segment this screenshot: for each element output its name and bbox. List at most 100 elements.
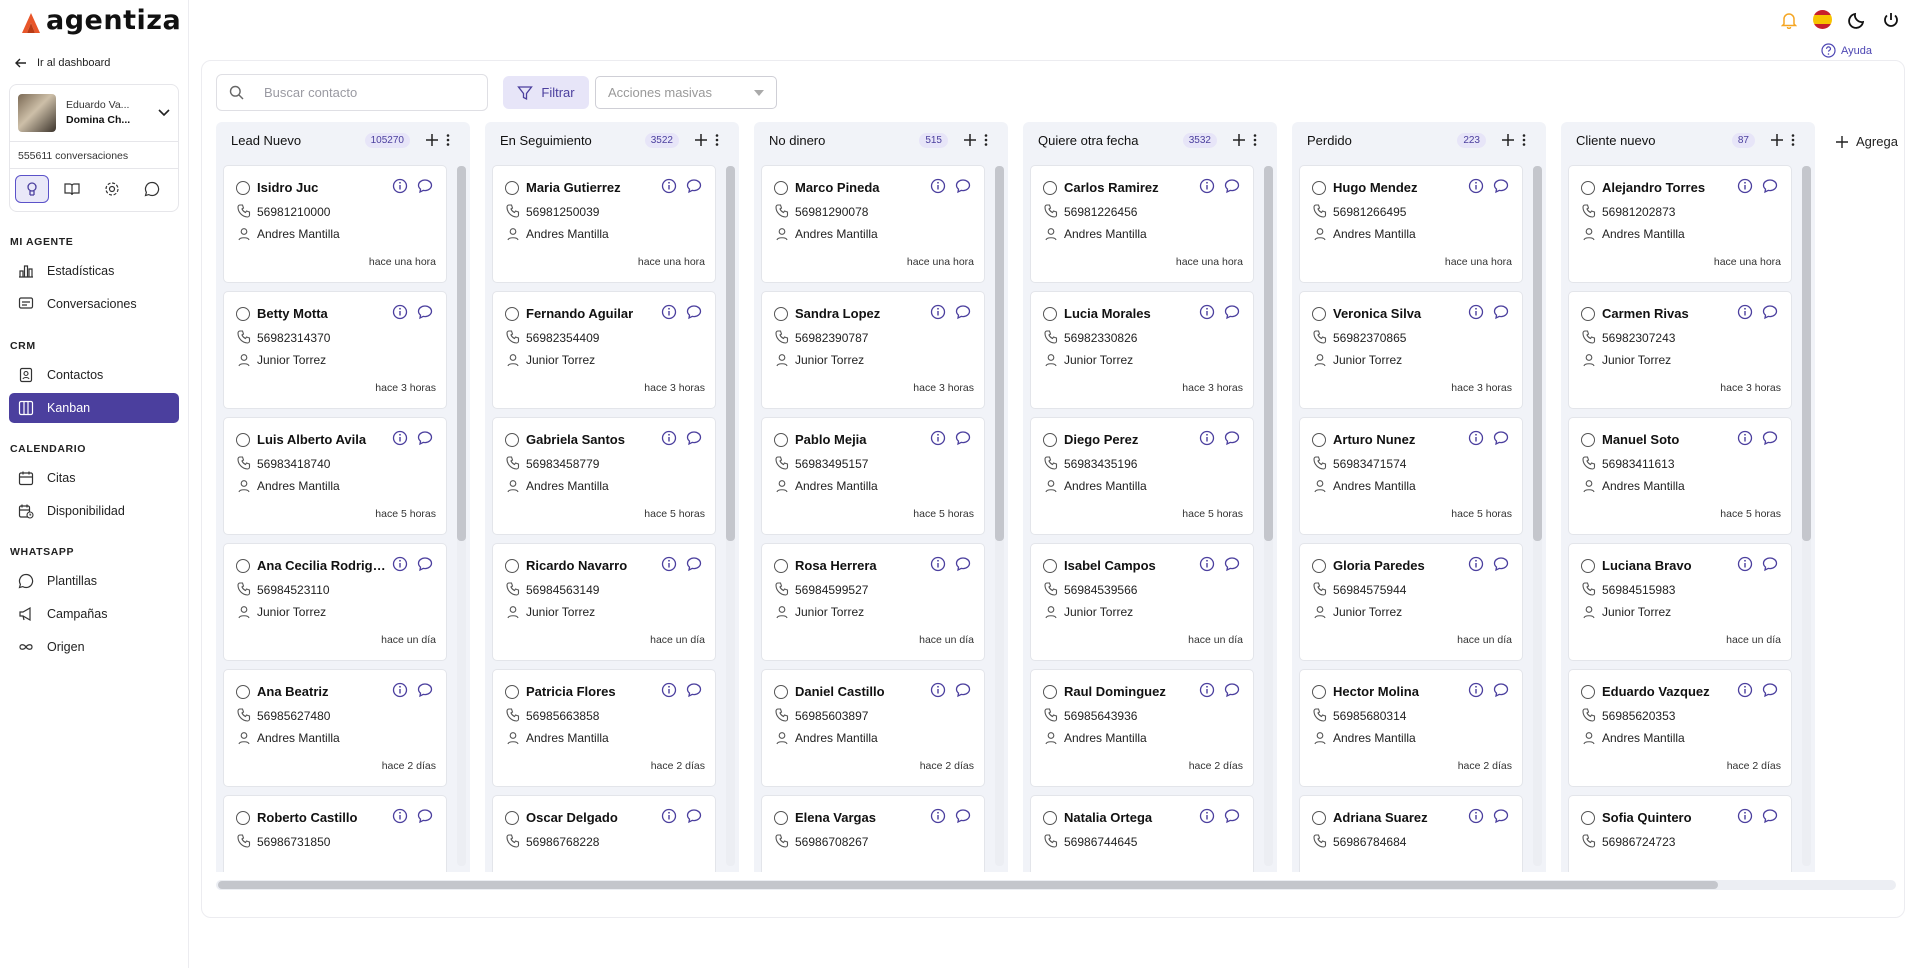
nav-campanas[interactable]: Campañas — [9, 599, 179, 629]
add-card-plus-icon[interactable] — [1233, 134, 1247, 146]
chat-icon[interactable] — [417, 808, 433, 824]
contact-card[interactable]: Patricia Flores 56985663858 Andres Mantill… — [492, 669, 716, 787]
add-card-plus-icon[interactable] — [1502, 134, 1516, 146]
chat-icon[interactable] — [1224, 808, 1240, 824]
chat-icon[interactable] — [1493, 682, 1509, 698]
info-icon[interactable] — [1199, 682, 1215, 698]
card-select-radio[interactable] — [1043, 811, 1057, 825]
chat-icon[interactable] — [417, 178, 433, 194]
card-select-radio[interactable] — [774, 811, 788, 825]
info-icon[interactable] — [661, 304, 677, 320]
contact-card[interactable]: Rosa Herrera 56984599527 Junior Torrez hace… — [761, 543, 985, 661]
search-box[interactable] — [216, 74, 488, 111]
card-select-radio[interactable] — [236, 433, 250, 447]
info-icon[interactable] — [1737, 556, 1753, 572]
card-select-radio[interactable] — [774, 559, 788, 573]
column-menu-icon[interactable] — [446, 133, 460, 147]
column-scrollbar[interactable] — [1802, 166, 1811, 866]
moon-icon[interactable] — [1848, 11, 1866, 29]
contact-card[interactable]: Marco Pineda 56981290078 Andres Mantilla ha… — [761, 165, 985, 283]
column-menu-icon[interactable] — [1522, 133, 1536, 147]
column-scrollbar-thumb[interactable] — [995, 166, 1004, 541]
card-select-radio[interactable] — [774, 433, 788, 447]
card-select-radio[interactable] — [505, 811, 519, 825]
chat-icon[interactable] — [1224, 178, 1240, 194]
info-icon[interactable] — [930, 556, 946, 572]
contact-card[interactable]: Pablo Mejia 56983495157 Andres Mantilla hac… — [761, 417, 985, 535]
info-icon[interactable] — [1199, 178, 1215, 194]
card-select-radio[interactable] — [505, 685, 519, 699]
chat-icon[interactable] — [417, 304, 433, 320]
info-icon[interactable] — [1737, 178, 1753, 194]
info-icon[interactable] — [1199, 556, 1215, 572]
chat-icon[interactable] — [1762, 682, 1778, 698]
chat-icon[interactable] — [1762, 430, 1778, 446]
contact-card[interactable]: Gloria Paredes 56984575944 Junior Torrez ha… — [1299, 543, 1523, 661]
column-scrollbar-thumb[interactable] — [1802, 166, 1811, 541]
info-icon[interactable] — [1737, 304, 1753, 320]
nav-origen[interactable]: Origen — [9, 632, 179, 662]
contact-card[interactable]: Elena Vargas 56986708267 — [761, 795, 985, 872]
contact-card[interactable]: Hector Molina 56985680314 Andres Mantilla h… — [1299, 669, 1523, 787]
card-select-radio[interactable] — [236, 685, 250, 699]
info-icon[interactable] — [661, 430, 677, 446]
info-icon[interactable] — [392, 808, 408, 824]
contact-card[interactable]: Roberto Castillo 56986731850 — [223, 795, 447, 872]
chat-icon[interactable] — [1762, 178, 1778, 194]
card-select-radio[interactable] — [1312, 559, 1326, 573]
chevron-down-icon[interactable] — [158, 109, 170, 117]
chat-icon[interactable] — [686, 682, 702, 698]
contact-card[interactable]: Carlos Ramirez 56981226456 Andres Mantilla… — [1030, 165, 1254, 283]
contact-card[interactable]: Ana Beatriz 56985627480 Andres Mantilla hac… — [223, 669, 447, 787]
nav-contactos[interactable]: Contactos — [9, 360, 179, 390]
info-icon[interactable] — [1199, 304, 1215, 320]
card-select-radio[interactable] — [1312, 181, 1326, 195]
card-select-radio[interactable] — [236, 559, 250, 573]
contact-card[interactable]: Alejandro Torres 56981202873 Andres Mantil… — [1568, 165, 1792, 283]
card-select-radio[interactable] — [505, 307, 519, 321]
column-menu-icon[interactable] — [1791, 133, 1805, 147]
chat-icon[interactable] — [955, 304, 971, 320]
info-icon[interactable] — [930, 808, 946, 824]
chat-icon[interactable] — [955, 430, 971, 446]
contact-card[interactable]: Arturo Nunez 56983471574 Andres Mantilla ha… — [1299, 417, 1523, 535]
info-icon[interactable] — [1468, 304, 1484, 320]
card-select-radio[interactable] — [505, 433, 519, 447]
chat-icon[interactable] — [1762, 304, 1778, 320]
info-icon[interactable] — [930, 430, 946, 446]
card-select-radio[interactable] — [1581, 307, 1595, 321]
info-icon[interactable] — [1468, 682, 1484, 698]
back-to-dashboard-link[interactable]: Ir al dashboard — [15, 57, 110, 69]
chat-icon[interactable] — [955, 808, 971, 824]
card-select-radio[interactable] — [1581, 559, 1595, 573]
column-menu-icon[interactable] — [984, 133, 998, 147]
contact-card[interactable]: Luis Alberto Avila 56983418740 Andres Mant… — [223, 417, 447, 535]
card-select-radio[interactable] — [505, 559, 519, 573]
info-icon[interactable] — [661, 556, 677, 572]
power-icon[interactable] — [1882, 11, 1900, 29]
contact-card[interactable]: Lucia Morales 56982330826 Junior Torrez hac… — [1030, 291, 1254, 409]
chat-icon[interactable] — [1224, 682, 1240, 698]
card-select-radio[interactable] — [505, 181, 519, 195]
info-icon[interactable] — [1737, 430, 1753, 446]
agent-tab-settings[interactable] — [95, 175, 129, 203]
contact-card[interactable]: Sandra Lopez 56982390787 Junior Torrez hace… — [761, 291, 985, 409]
horizontal-scrollbar-thumb[interactable] — [218, 881, 1718, 889]
contact-card[interactable]: Isidro Juc 56981210000 Andres Mantilla hace… — [223, 165, 447, 283]
column-scrollbar-thumb[interactable] — [1264, 166, 1273, 541]
chat-icon[interactable] — [686, 178, 702, 194]
chat-icon[interactable] — [417, 556, 433, 572]
nav-disponibilidad[interactable]: Disponibilidad — [9, 496, 179, 526]
contact-card[interactable]: Betty Motta 56982314370 Junior Torrez hace … — [223, 291, 447, 409]
chat-icon[interactable] — [1493, 304, 1509, 320]
chat-icon[interactable] — [417, 682, 433, 698]
contact-card[interactable]: Isabel Campos 56984539566 Junior Torrez hac… — [1030, 543, 1254, 661]
card-select-radio[interactable] — [774, 181, 788, 195]
info-icon[interactable] — [392, 304, 408, 320]
info-icon[interactable] — [1737, 808, 1753, 824]
contact-card[interactable]: Gabriela Santos 56983458779 Andres Mantill… — [492, 417, 716, 535]
horizontal-scrollbar[interactable] — [216, 880, 1896, 890]
info-icon[interactable] — [392, 556, 408, 572]
card-select-radio[interactable] — [1312, 811, 1326, 825]
info-icon[interactable] — [392, 178, 408, 194]
